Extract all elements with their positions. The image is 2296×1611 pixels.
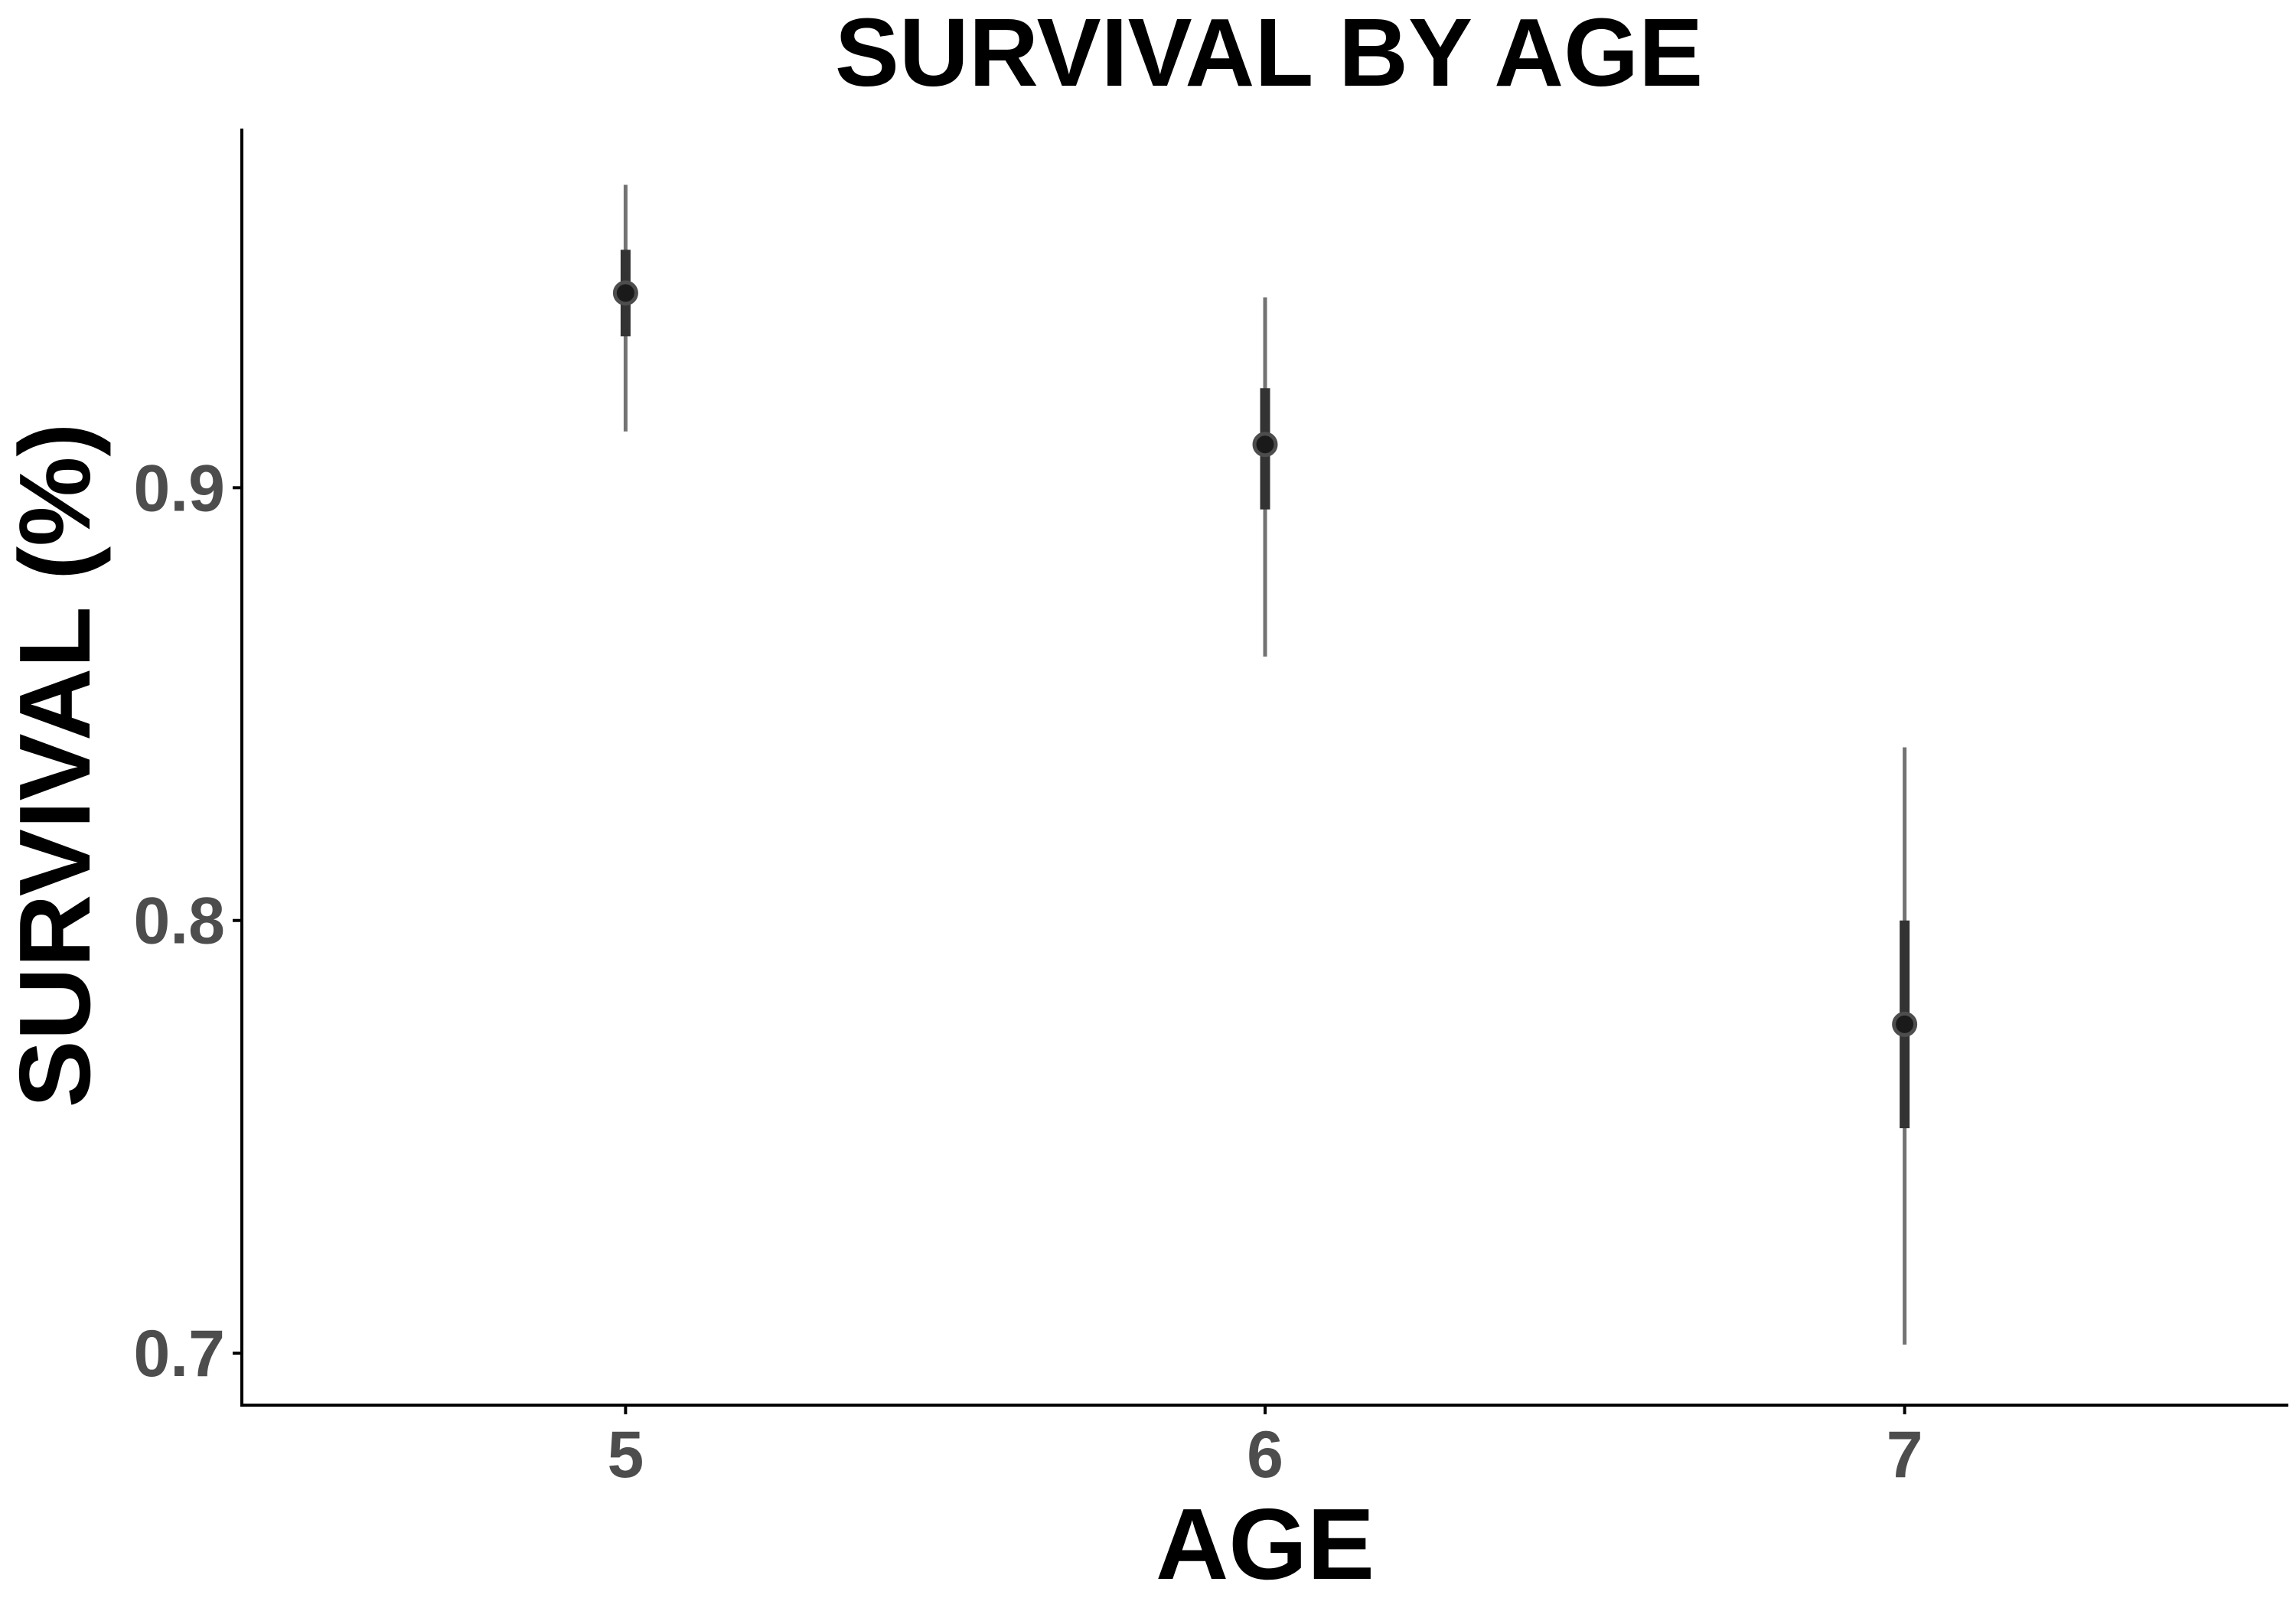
y-tick-label: 0.9 xyxy=(133,452,225,525)
y-tick-label: 0.8 xyxy=(133,885,225,958)
survival-point xyxy=(612,280,638,306)
y-tick-label: 0.7 xyxy=(133,1317,225,1391)
x-tick-label: 6 xyxy=(1247,1418,1283,1492)
x-tick-label: 5 xyxy=(607,1418,644,1492)
survival-point xyxy=(1252,432,1278,458)
chart-title: SURVIVAL BY AGE xyxy=(835,0,1703,106)
x-axis-ticks: 5 6 7 xyxy=(607,1405,1923,1492)
y-axis-ticks: 0.7 0.8 0.9 xyxy=(133,452,242,1391)
y-axis-title: SURVIVAL (%) xyxy=(0,423,111,1108)
x-axis-title: AGE xyxy=(1156,1488,1375,1600)
data-marks xyxy=(612,184,1918,1345)
survival-point xyxy=(1892,1011,1918,1037)
x-tick-label: 7 xyxy=(1887,1418,1923,1492)
